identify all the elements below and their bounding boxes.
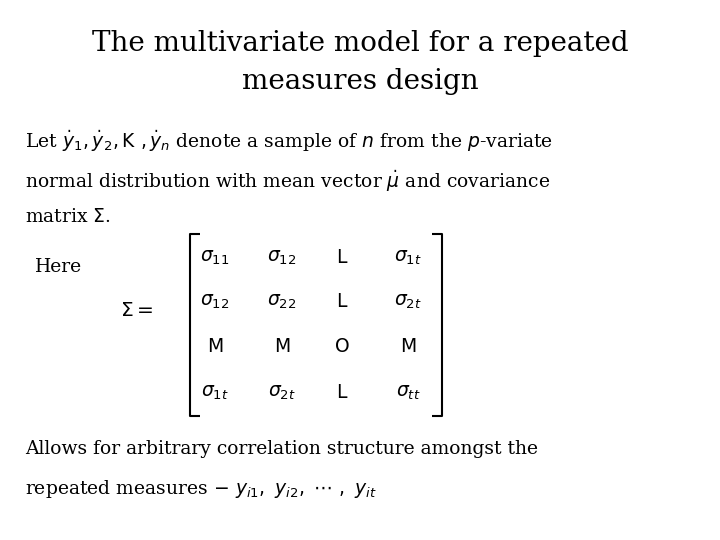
Text: The multivariate model for a repeated: The multivariate model for a repeated bbox=[91, 30, 629, 57]
Text: $\sigma_{22}$: $\sigma_{22}$ bbox=[267, 293, 297, 311]
Text: $\sigma_{12}$: $\sigma_{12}$ bbox=[200, 293, 230, 311]
Text: $\sigma_{2t}$: $\sigma_{2t}$ bbox=[394, 293, 422, 311]
Text: Let $\dot{y}_1, \dot{y}_2, \mathrm{K}\ , \dot{y}_n$ denote a sample of $n$ from : Let $\dot{y}_1, \dot{y}_2, \mathrm{K}\ ,… bbox=[25, 128, 553, 153]
Text: measures design: measures design bbox=[242, 68, 478, 95]
Text: $\sigma_{tt}$: $\sigma_{tt}$ bbox=[396, 384, 420, 402]
Text: matrix $\Sigma$.: matrix $\Sigma$. bbox=[25, 208, 111, 226]
Text: $\sigma_{1t}$: $\sigma_{1t}$ bbox=[394, 249, 422, 267]
Text: $\sigma_{2t}$: $\sigma_{2t}$ bbox=[268, 384, 296, 402]
Text: Allows for arbitrary correlation structure amongst the: Allows for arbitrary correlation structu… bbox=[25, 440, 538, 458]
Text: repeated measures $-\ y_{i1},\ y_{i2},\ \cdots\ ,\ y_{it}$: repeated measures $-\ y_{i1},\ y_{i2},\ … bbox=[25, 478, 377, 500]
Text: $\mathrm{L}$: $\mathrm{L}$ bbox=[336, 293, 348, 311]
Text: $\mathrm{L}$: $\mathrm{L}$ bbox=[336, 249, 348, 267]
Text: $\sigma_{12}$: $\sigma_{12}$ bbox=[267, 249, 297, 267]
Text: $\mathrm{O}$: $\mathrm{O}$ bbox=[334, 338, 350, 356]
Text: $\mathrm{L}$: $\mathrm{L}$ bbox=[336, 384, 348, 402]
Text: $\mathrm{M}$: $\mathrm{M}$ bbox=[207, 338, 223, 356]
Text: $\Sigma =$: $\Sigma =$ bbox=[120, 300, 153, 320]
Text: $\mathrm{M}$: $\mathrm{M}$ bbox=[400, 338, 416, 356]
Text: normal distribution with mean vector $\dot{\mu}$ and covariance: normal distribution with mean vector $\d… bbox=[25, 168, 550, 193]
Text: $\sigma_{1t}$: $\sigma_{1t}$ bbox=[201, 384, 229, 402]
Text: Here: Here bbox=[35, 258, 82, 276]
Text: $\mathrm{M}$: $\mathrm{M}$ bbox=[274, 338, 290, 356]
Text: $\sigma_{11}$: $\sigma_{11}$ bbox=[200, 249, 230, 267]
